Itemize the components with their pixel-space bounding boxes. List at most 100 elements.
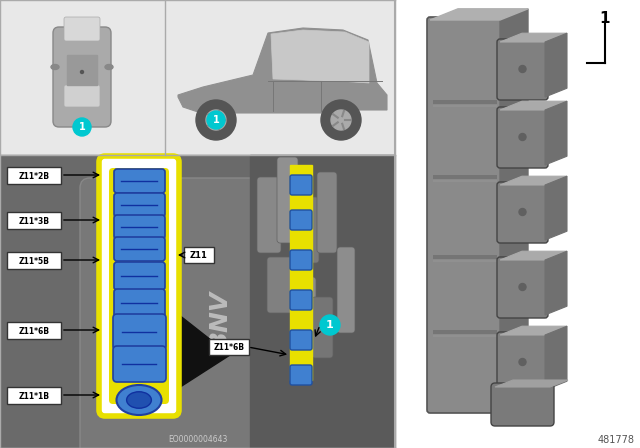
Circle shape: [321, 100, 361, 140]
FancyBboxPatch shape: [292, 277, 316, 328]
Text: Z11*3B: Z11*3B: [19, 217, 49, 226]
Polygon shape: [500, 176, 567, 185]
Polygon shape: [500, 251, 567, 260]
FancyBboxPatch shape: [113, 314, 166, 350]
Circle shape: [519, 284, 526, 290]
Polygon shape: [160, 300, 230, 400]
FancyBboxPatch shape: [109, 168, 169, 404]
Bar: [0, 0, 165, 155]
FancyBboxPatch shape: [114, 289, 165, 317]
Polygon shape: [545, 251, 567, 315]
FancyBboxPatch shape: [290, 250, 312, 270]
Polygon shape: [545, 326, 567, 390]
Text: 1: 1: [212, 115, 220, 125]
Circle shape: [519, 65, 526, 73]
Text: Z11*2B: Z11*2B: [19, 172, 49, 181]
Ellipse shape: [105, 65, 113, 69]
Text: 1: 1: [600, 10, 611, 26]
FancyBboxPatch shape: [114, 169, 165, 193]
FancyBboxPatch shape: [7, 252, 61, 269]
FancyBboxPatch shape: [184, 247, 214, 263]
FancyBboxPatch shape: [7, 322, 61, 339]
Text: 1: 1: [79, 122, 85, 132]
Bar: [395, 0, 640, 448]
FancyBboxPatch shape: [491, 383, 554, 426]
Polygon shape: [430, 9, 528, 20]
Polygon shape: [178, 28, 387, 113]
FancyBboxPatch shape: [64, 85, 100, 107]
Bar: [433, 330, 497, 334]
FancyBboxPatch shape: [114, 237, 165, 261]
Bar: [433, 260, 497, 262]
FancyBboxPatch shape: [209, 339, 249, 355]
FancyBboxPatch shape: [80, 178, 300, 448]
Ellipse shape: [116, 385, 161, 415]
FancyBboxPatch shape: [497, 39, 548, 100]
Bar: [0, 155, 395, 448]
FancyBboxPatch shape: [497, 332, 548, 393]
Text: 1: 1: [326, 320, 334, 330]
Circle shape: [331, 110, 351, 130]
Text: EO0000004643: EO0000004643: [168, 435, 228, 444]
FancyBboxPatch shape: [290, 365, 312, 385]
Polygon shape: [271, 30, 369, 83]
Bar: [433, 175, 497, 179]
FancyBboxPatch shape: [277, 157, 298, 243]
FancyBboxPatch shape: [290, 210, 312, 230]
Circle shape: [519, 134, 526, 141]
Circle shape: [196, 100, 236, 140]
Text: Z11*1B: Z11*1B: [19, 392, 49, 401]
Polygon shape: [500, 9, 528, 410]
Bar: [433, 100, 497, 104]
FancyBboxPatch shape: [290, 175, 312, 195]
FancyBboxPatch shape: [114, 215, 165, 239]
FancyBboxPatch shape: [99, 156, 179, 416]
Polygon shape: [290, 165, 312, 380]
Bar: [433, 180, 497, 182]
Polygon shape: [545, 176, 567, 240]
FancyBboxPatch shape: [53, 27, 111, 127]
Bar: [433, 335, 497, 337]
FancyBboxPatch shape: [317, 172, 337, 253]
Text: BNV: BNV: [208, 290, 232, 349]
Text: Z11: Z11: [190, 250, 208, 259]
FancyBboxPatch shape: [497, 107, 548, 168]
Polygon shape: [500, 326, 567, 335]
FancyBboxPatch shape: [290, 290, 312, 310]
Bar: [433, 255, 497, 259]
FancyBboxPatch shape: [257, 177, 281, 253]
Circle shape: [73, 118, 91, 136]
Ellipse shape: [51, 65, 59, 69]
Polygon shape: [545, 101, 567, 165]
Polygon shape: [495, 380, 568, 387]
Text: Z11*6B: Z11*6B: [214, 343, 244, 352]
Circle shape: [519, 208, 526, 215]
Bar: [165, 0, 395, 155]
Bar: [433, 105, 497, 107]
FancyBboxPatch shape: [267, 257, 293, 313]
FancyBboxPatch shape: [297, 197, 319, 263]
FancyBboxPatch shape: [337, 247, 355, 333]
Circle shape: [519, 358, 526, 366]
Bar: [250, 155, 395, 448]
Polygon shape: [545, 33, 567, 97]
FancyBboxPatch shape: [290, 330, 312, 350]
FancyBboxPatch shape: [7, 167, 61, 184]
Text: Z11*6B: Z11*6B: [19, 327, 49, 336]
Circle shape: [81, 70, 83, 73]
FancyBboxPatch shape: [7, 387, 61, 404]
FancyBboxPatch shape: [312, 297, 333, 358]
FancyBboxPatch shape: [64, 17, 100, 41]
Circle shape: [206, 110, 226, 130]
Text: Z11*5B: Z11*5B: [19, 257, 49, 266]
FancyBboxPatch shape: [114, 262, 165, 290]
Polygon shape: [500, 33, 567, 42]
FancyBboxPatch shape: [7, 212, 61, 229]
FancyBboxPatch shape: [114, 193, 165, 217]
Text: 481778: 481778: [598, 435, 635, 445]
FancyBboxPatch shape: [113, 346, 166, 382]
Circle shape: [207, 111, 225, 129]
Circle shape: [320, 315, 340, 335]
FancyBboxPatch shape: [427, 17, 503, 413]
Polygon shape: [500, 101, 567, 110]
